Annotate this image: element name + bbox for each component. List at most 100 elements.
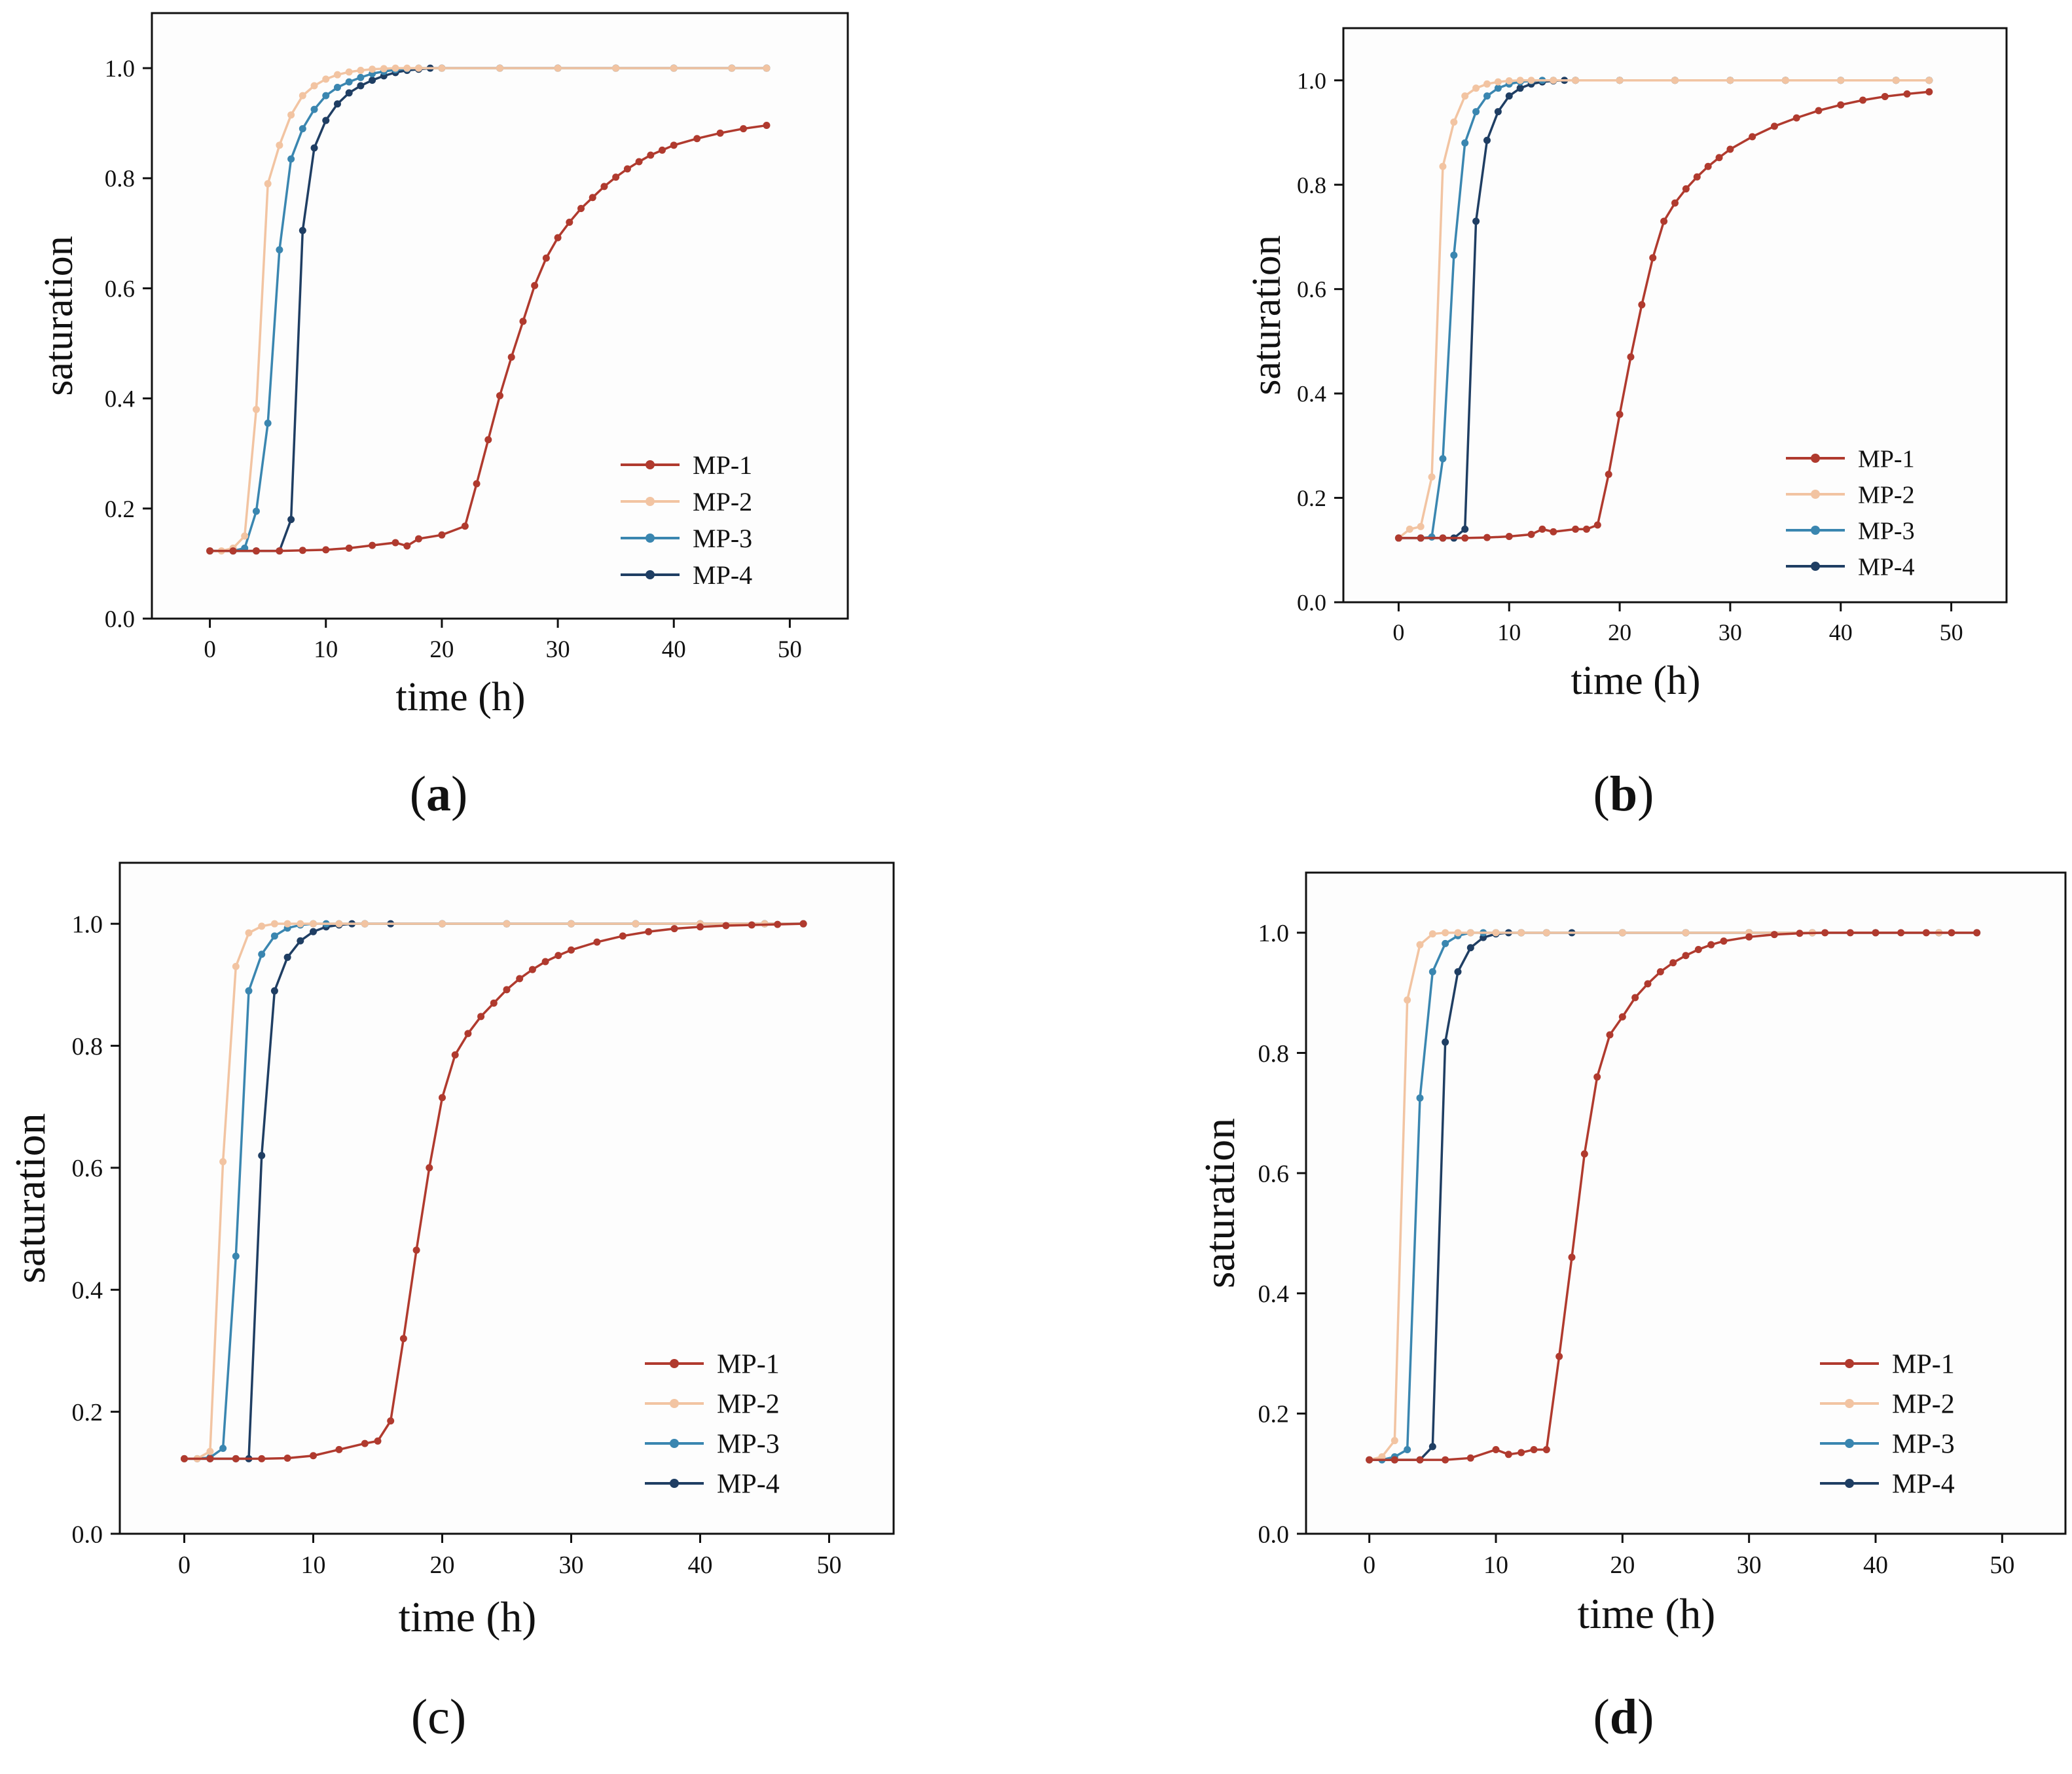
data-point-mp-1 (1627, 353, 1635, 361)
data-point-mp-1 (1726, 145, 1734, 153)
x-tick-label: 40 (1863, 1551, 1888, 1579)
data-point-mp-2 (1442, 929, 1449, 937)
data-point-mp-1 (399, 1335, 407, 1343)
data-point-mp-1 (496, 391, 503, 399)
plot-frame (118, 861, 895, 1535)
data-point-mp-1 (1671, 199, 1679, 207)
x-tick-label: 30 (1737, 1551, 1762, 1579)
data-point-mp-2 (670, 64, 678, 72)
data-point-mp-2 (763, 64, 771, 72)
data-point-mp-1 (1796, 930, 1804, 937)
data-point-mp-1 (1925, 88, 1933, 96)
data-point-mp-3 (357, 73, 365, 81)
data-point-mp-2 (232, 962, 240, 970)
data-point-mp-2 (258, 922, 266, 930)
data-point-mp-2 (632, 920, 640, 928)
data-point-mp-1 (1656, 968, 1664, 975)
data-point-mp-1 (503, 986, 511, 994)
data-point-mp-1 (1530, 1445, 1538, 1453)
data-point-mp-2 (357, 66, 365, 74)
data-point-mp-1 (1704, 162, 1712, 170)
data-point-mp-1 (1483, 534, 1491, 541)
y-tick-label: 0.8 (72, 1033, 103, 1060)
y-tick-label: 0.4 (72, 1277, 103, 1305)
data-point-mp-1 (439, 1094, 446, 1102)
data-point-mp-3 (258, 950, 266, 958)
y-tick-label: 0.4 (105, 386, 135, 413)
data-point-mp-1 (1749, 133, 1756, 141)
data-point-mp-1 (299, 547, 306, 554)
x-tick-label: 10 (1483, 1551, 1508, 1579)
data-point-mp-1 (593, 938, 601, 946)
data-point-mp-1 (252, 547, 260, 555)
data-point-mp-2 (728, 64, 736, 72)
data-point-mp-1 (1693, 173, 1701, 181)
data-point-mp-1 (1461, 534, 1469, 542)
legend-label-mp-3: MP-3 (693, 524, 752, 553)
data-point-mp-1 (369, 541, 376, 549)
data-point-mp-1 (716, 129, 724, 137)
x-tick-label: 0 (1392, 619, 1404, 645)
data-point-mp-3 (1483, 92, 1491, 100)
legend-label-mp-2: MP-2 (693, 487, 752, 516)
data-point-mp-1 (1644, 980, 1652, 988)
data-point-mp-4 (1505, 92, 1513, 100)
data-point-mp-2 (612, 64, 620, 72)
data-point-mp-4 (1461, 525, 1469, 533)
data-point-mp-2 (1450, 118, 1458, 126)
x-tick-label: 50 (1940, 619, 1963, 645)
data-point-mp-3 (1439, 455, 1447, 463)
legend-marker-mp-2 (645, 497, 655, 506)
data-point-mp-2 (241, 532, 249, 540)
legend-marker-mp-1 (1811, 454, 1820, 463)
data-point-mp-3 (287, 155, 295, 163)
data-point-mp-1 (554, 234, 562, 242)
data-point-mp-1 (1568, 1254, 1576, 1261)
data-point-mp-1 (635, 158, 643, 166)
legend-marker-mp-2 (1845, 1399, 1854, 1408)
data-point-mp-2 (554, 64, 562, 72)
x-tick-label: 20 (430, 1551, 455, 1579)
data-point-mp-2 (345, 68, 353, 76)
data-point-mp-2 (270, 920, 278, 928)
data-point-mp-4 (1442, 1038, 1449, 1046)
legend-marker-mp-2 (670, 1399, 679, 1408)
legend-label-mp-1: MP-1 (717, 1350, 780, 1380)
data-point-mp-1 (507, 353, 515, 361)
y-tick-label: 0.4 (1297, 381, 1326, 407)
data-point-mp-2 (252, 405, 260, 413)
data-point-mp-1 (577, 205, 585, 213)
data-point-mp-2 (276, 141, 283, 149)
data-point-mp-1 (1416, 1456, 1424, 1464)
data-point-mp-1 (1518, 1449, 1525, 1457)
data-point-mp-3 (264, 419, 272, 427)
data-point-mp-4 (1466, 944, 1474, 952)
data-point-mp-1 (258, 1455, 266, 1462)
data-point-mp-1 (645, 928, 653, 935)
data-point-mp-1 (1682, 185, 1690, 193)
data-point-mp-1 (451, 1051, 459, 1059)
data-point-mp-1 (623, 165, 631, 173)
data-point-mp-1 (589, 194, 596, 202)
data-point-mp-1 (1948, 929, 1955, 937)
data-point-mp-4 (345, 89, 353, 97)
y-tick-label: 0.6 (1258, 1160, 1290, 1187)
data-point-mp-1 (722, 922, 730, 930)
data-point-mp-2 (380, 65, 388, 73)
data-point-mp-2 (1616, 77, 1624, 84)
data-point-mp-1 (1366, 1456, 1373, 1464)
legend-label-mp-3: MP-3 (1892, 1430, 1955, 1460)
data-point-mp-2 (1494, 78, 1502, 86)
data-point-mp-1 (528, 966, 536, 973)
legend-marker-mp-1 (645, 460, 655, 469)
data-point-mp-3 (1442, 939, 1449, 947)
data-point-mp-1 (1846, 929, 1854, 937)
legend-marker-mp-2 (1811, 490, 1820, 499)
data-point-mp-1 (1631, 994, 1639, 1002)
legend-label-mp-4: MP-4 (717, 1470, 780, 1500)
data-point-mp-1 (1872, 929, 1880, 937)
legend-label-mp-1: MP-1 (1892, 1350, 1955, 1380)
legend-label-mp-3: MP-3 (1858, 517, 1915, 545)
data-point-mp-1 (1616, 410, 1624, 418)
